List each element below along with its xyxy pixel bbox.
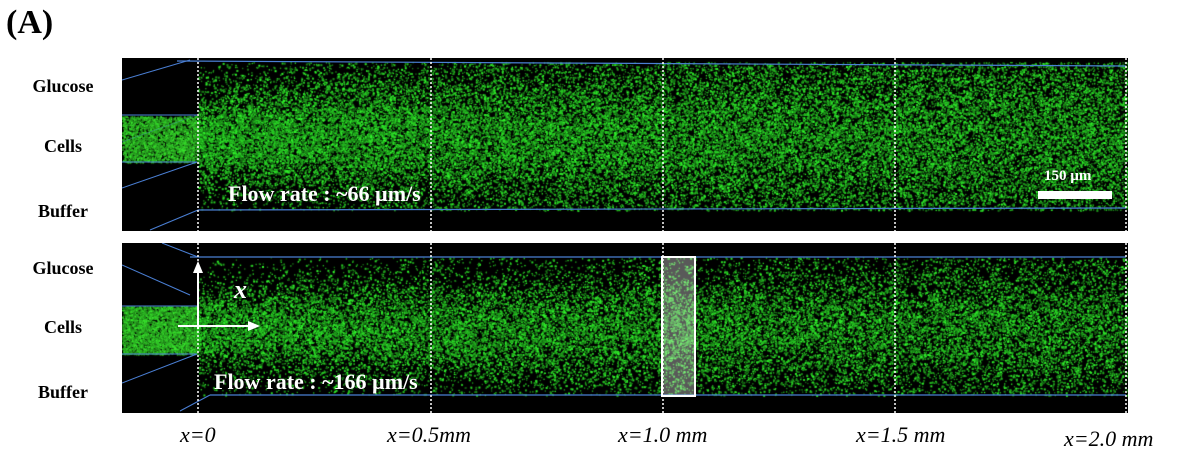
fluorescence-canvas-bottom [122, 243, 1128, 413]
fluorescence-canvas-top [122, 58, 1128, 231]
label-buffer-bottom: Buffer [38, 382, 88, 402]
microscopy-image-top: Flow rate : ~66 µm/s 150 µm [122, 58, 1128, 231]
inlet-wall-top-b [122, 264, 191, 296]
panel-label: (A) [6, 4, 54, 41]
roi-highlight-box [661, 256, 696, 397]
position-label-x20: x=2.0 mm [1064, 426, 1154, 451]
scale-bar-label: 150 µm [1044, 168, 1092, 184]
channel-overlay-top [122, 58, 1127, 231]
channel-wall-upper [176, 60, 1127, 67]
microscopy-image-bottom: x Flow rate : ~166 µm/s [122, 243, 1128, 413]
channel-wall-lower [197, 207, 1127, 211]
axis-x-label: x [234, 275, 247, 304]
label-glucose-top: Glucose [32, 76, 94, 96]
position-label-x15: x=1.5 mm [856, 422, 946, 447]
label-glucose-bottom: Glucose [32, 258, 94, 278]
inlet-wall-lower-b [149, 209, 199, 231]
label-cells-bottom: Cells [44, 317, 82, 337]
flow-rate-top: Flow rate : ~66 µm/s [228, 181, 421, 206]
position-label-x0: x=0 [180, 422, 216, 447]
flow-rate-bottom: Flow rate : ~166 µm/s [214, 369, 418, 394]
label-buffer-top: Buffer [38, 201, 88, 221]
inlet-wall-top [122, 59, 191, 81]
position-label-x05: x=0.5mm [387, 422, 471, 447]
scale-bar [1038, 191, 1112, 199]
label-cells-top: Cells [44, 136, 82, 156]
inlet-wall-lower-a [122, 161, 198, 189]
position-label-x10: x=1.0 mm [618, 422, 708, 447]
